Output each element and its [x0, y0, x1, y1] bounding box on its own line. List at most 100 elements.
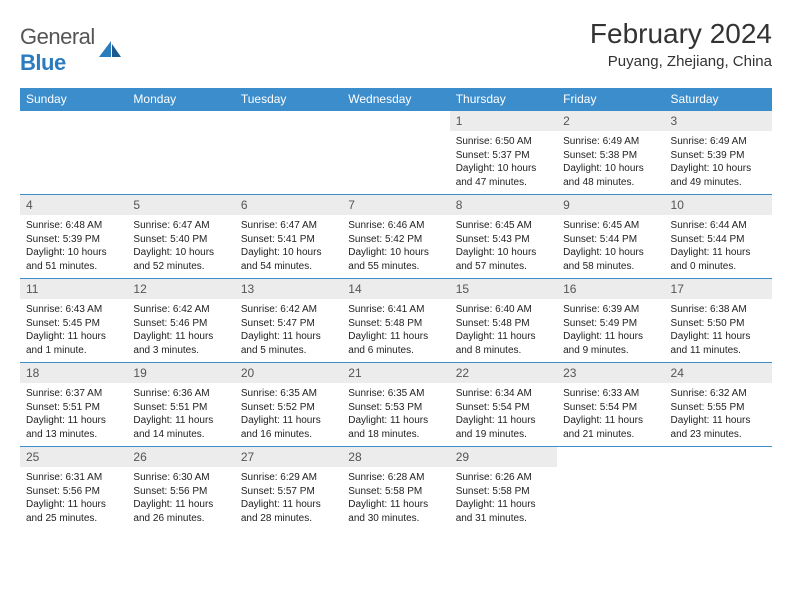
day-cell: 21Sunrise: 6:35 AMSunset: 5:53 PMDayligh… [342, 363, 449, 447]
day-detail: Sunrise: 6:39 AMSunset: 5:49 PMDaylight:… [557, 299, 664, 359]
day-detail: Sunrise: 6:45 AMSunset: 5:44 PMDaylight:… [557, 215, 664, 275]
day-detail: Sunrise: 6:42 AMSunset: 5:46 PMDaylight:… [127, 299, 234, 359]
week-row: 25Sunrise: 6:31 AMSunset: 5:56 PMDayligh… [20, 447, 772, 531]
day-detail: Sunrise: 6:42 AMSunset: 5:47 PMDaylight:… [235, 299, 342, 359]
header-right: February 2024 Puyang, Zhejiang, China [590, 18, 772, 70]
day-number: 1 [450, 111, 557, 131]
day-detail: Sunrise: 6:43 AMSunset: 5:45 PMDaylight:… [20, 299, 127, 359]
day-number: 11 [20, 279, 127, 299]
day-cell [342, 111, 449, 195]
day-number: 17 [665, 279, 772, 299]
logo-part2: Blue [20, 50, 66, 75]
day-number: 3 [665, 111, 772, 131]
day-cell: 28Sunrise: 6:28 AMSunset: 5:58 PMDayligh… [342, 447, 449, 531]
day-detail: Sunrise: 6:38 AMSunset: 5:50 PMDaylight:… [665, 299, 772, 359]
day-cell: 12Sunrise: 6:42 AMSunset: 5:46 PMDayligh… [127, 279, 234, 363]
day-number: 2 [557, 111, 664, 131]
day-detail: Sunrise: 6:47 AMSunset: 5:41 PMDaylight:… [235, 215, 342, 275]
day-detail: Sunrise: 6:41 AMSunset: 5:48 PMDaylight:… [342, 299, 449, 359]
header: General Blue February 2024 Puyang, Zheji… [20, 18, 772, 76]
day-number: 8 [450, 195, 557, 215]
day-number: 5 [127, 195, 234, 215]
location: Puyang, Zhejiang, China [590, 53, 772, 70]
day-cell: 13Sunrise: 6:42 AMSunset: 5:47 PMDayligh… [235, 279, 342, 363]
day-cell: 26Sunrise: 6:30 AMSunset: 5:56 PMDayligh… [127, 447, 234, 531]
day-number: 14 [342, 279, 449, 299]
day-number: 9 [557, 195, 664, 215]
day-cell: 4Sunrise: 6:48 AMSunset: 5:39 PMDaylight… [20, 195, 127, 279]
day-number: 22 [450, 363, 557, 383]
day-cell [235, 111, 342, 195]
day-number: 28 [342, 447, 449, 467]
day-cell: 3Sunrise: 6:49 AMSunset: 5:39 PMDaylight… [665, 111, 772, 195]
logo-text: General Blue [20, 24, 95, 76]
day-cell: 18Sunrise: 6:37 AMSunset: 5:51 PMDayligh… [20, 363, 127, 447]
day-number: 23 [557, 363, 664, 383]
calendar-body: 1Sunrise: 6:50 AMSunset: 5:37 PMDaylight… [20, 111, 772, 531]
day-detail: Sunrise: 6:49 AMSunset: 5:39 PMDaylight:… [665, 131, 772, 191]
day-cell [20, 111, 127, 195]
day-number: 25 [20, 447, 127, 467]
week-row: 18Sunrise: 6:37 AMSunset: 5:51 PMDayligh… [20, 363, 772, 447]
week-row: 11Sunrise: 6:43 AMSunset: 5:45 PMDayligh… [20, 279, 772, 363]
calendar: SundayMondayTuesdayWednesdayThursdayFrid… [20, 88, 772, 531]
day-number: 10 [665, 195, 772, 215]
day-number: 26 [127, 447, 234, 467]
day-number: 29 [450, 447, 557, 467]
day-number: 15 [450, 279, 557, 299]
col-header: Friday [557, 88, 664, 111]
day-number: 12 [127, 279, 234, 299]
day-number: 16 [557, 279, 664, 299]
day-cell [665, 447, 772, 531]
day-number: 21 [342, 363, 449, 383]
day-number: 7 [342, 195, 449, 215]
day-cell: 19Sunrise: 6:36 AMSunset: 5:51 PMDayligh… [127, 363, 234, 447]
day-cell: 15Sunrise: 6:40 AMSunset: 5:48 PMDayligh… [450, 279, 557, 363]
day-cell: 16Sunrise: 6:39 AMSunset: 5:49 PMDayligh… [557, 279, 664, 363]
day-number: 20 [235, 363, 342, 383]
day-detail: Sunrise: 6:50 AMSunset: 5:37 PMDaylight:… [450, 131, 557, 191]
day-detail: Sunrise: 6:35 AMSunset: 5:52 PMDaylight:… [235, 383, 342, 443]
day-cell: 20Sunrise: 6:35 AMSunset: 5:52 PMDayligh… [235, 363, 342, 447]
page-title: February 2024 [590, 18, 772, 50]
col-header: Monday [127, 88, 234, 111]
day-number: 27 [235, 447, 342, 467]
day-cell: 5Sunrise: 6:47 AMSunset: 5:40 PMDaylight… [127, 195, 234, 279]
col-header: Wednesday [342, 88, 449, 111]
day-number: 6 [235, 195, 342, 215]
sail-icon [99, 41, 121, 59]
day-detail: Sunrise: 6:40 AMSunset: 5:48 PMDaylight:… [450, 299, 557, 359]
day-detail: Sunrise: 6:26 AMSunset: 5:58 PMDaylight:… [450, 467, 557, 527]
day-detail: Sunrise: 6:46 AMSunset: 5:42 PMDaylight:… [342, 215, 449, 275]
day-cell: 17Sunrise: 6:38 AMSunset: 5:50 PMDayligh… [665, 279, 772, 363]
day-cell: 6Sunrise: 6:47 AMSunset: 5:41 PMDaylight… [235, 195, 342, 279]
day-cell: 29Sunrise: 6:26 AMSunset: 5:58 PMDayligh… [450, 447, 557, 531]
col-header: Saturday [665, 88, 772, 111]
day-number: 19 [127, 363, 234, 383]
day-detail: Sunrise: 6:34 AMSunset: 5:54 PMDaylight:… [450, 383, 557, 443]
day-detail: Sunrise: 6:47 AMSunset: 5:40 PMDaylight:… [127, 215, 234, 275]
day-cell: 14Sunrise: 6:41 AMSunset: 5:48 PMDayligh… [342, 279, 449, 363]
day-detail: Sunrise: 6:37 AMSunset: 5:51 PMDaylight:… [20, 383, 127, 443]
day-cell: 10Sunrise: 6:44 AMSunset: 5:44 PMDayligh… [665, 195, 772, 279]
day-detail: Sunrise: 6:28 AMSunset: 5:58 PMDaylight:… [342, 467, 449, 527]
col-header: Thursday [450, 88, 557, 111]
day-detail: Sunrise: 6:48 AMSunset: 5:39 PMDaylight:… [20, 215, 127, 275]
day-number: 24 [665, 363, 772, 383]
day-cell: 11Sunrise: 6:43 AMSunset: 5:45 PMDayligh… [20, 279, 127, 363]
header-row: SundayMondayTuesdayWednesdayThursdayFrid… [20, 88, 772, 111]
day-detail: Sunrise: 6:44 AMSunset: 5:44 PMDaylight:… [665, 215, 772, 275]
day-cell: 27Sunrise: 6:29 AMSunset: 5:57 PMDayligh… [235, 447, 342, 531]
day-detail: Sunrise: 6:33 AMSunset: 5:54 PMDaylight:… [557, 383, 664, 443]
day-cell: 1Sunrise: 6:50 AMSunset: 5:37 PMDaylight… [450, 111, 557, 195]
day-cell: 8Sunrise: 6:45 AMSunset: 5:43 PMDaylight… [450, 195, 557, 279]
day-number: 13 [235, 279, 342, 299]
day-detail: Sunrise: 6:36 AMSunset: 5:51 PMDaylight:… [127, 383, 234, 443]
week-row: 4Sunrise: 6:48 AMSunset: 5:39 PMDaylight… [20, 195, 772, 279]
day-detail: Sunrise: 6:29 AMSunset: 5:57 PMDaylight:… [235, 467, 342, 527]
day-detail: Sunrise: 6:30 AMSunset: 5:56 PMDaylight:… [127, 467, 234, 527]
day-cell [557, 447, 664, 531]
col-header: Sunday [20, 88, 127, 111]
week-row: 1Sunrise: 6:50 AMSunset: 5:37 PMDaylight… [20, 111, 772, 195]
day-detail: Sunrise: 6:49 AMSunset: 5:38 PMDaylight:… [557, 131, 664, 191]
